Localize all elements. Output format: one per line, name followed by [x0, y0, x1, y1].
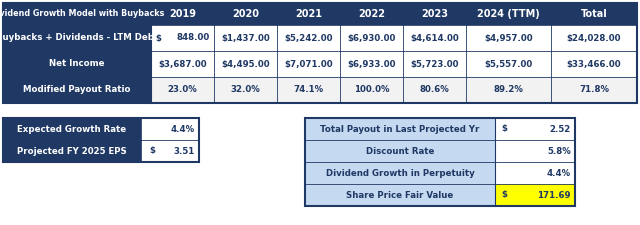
- Bar: [141, 118, 199, 140]
- Text: $7,071.00: $7,071.00: [284, 59, 333, 68]
- Bar: [151, 3, 214, 25]
- Bar: [305, 140, 495, 162]
- Bar: [151, 77, 214, 103]
- Bar: [403, 25, 466, 51]
- Text: 2020: 2020: [232, 9, 259, 19]
- Bar: [214, 25, 277, 51]
- Bar: [3, 118, 199, 162]
- Bar: [305, 118, 575, 206]
- Text: 32.0%: 32.0%: [230, 86, 260, 94]
- Bar: [340, 25, 403, 51]
- Text: $1,437.00: $1,437.00: [221, 34, 270, 43]
- Text: $4,614.00: $4,614.00: [410, 34, 459, 43]
- Text: 23.0%: 23.0%: [168, 86, 197, 94]
- Bar: [214, 77, 277, 103]
- Bar: [466, 3, 551, 25]
- Bar: [513, 140, 575, 162]
- Text: Modified Payout Ratio: Modified Payout Ratio: [23, 86, 131, 94]
- Text: $: $: [155, 34, 161, 43]
- Bar: [340, 3, 403, 25]
- Bar: [340, 51, 403, 77]
- Bar: [495, 118, 513, 140]
- Text: 171.69: 171.69: [538, 191, 571, 200]
- Text: Dividend Growth Model with Buybacks: Dividend Growth Model with Buybacks: [0, 9, 164, 18]
- Bar: [305, 118, 495, 140]
- Text: Dividend Growth in Perpetuity: Dividend Growth in Perpetuity: [326, 169, 474, 178]
- Text: 4.4%: 4.4%: [171, 124, 195, 133]
- Bar: [466, 77, 551, 103]
- Bar: [551, 25, 637, 51]
- Bar: [495, 184, 513, 206]
- Bar: [305, 184, 495, 206]
- Text: 4.4%: 4.4%: [547, 169, 571, 178]
- Text: $: $: [501, 124, 507, 133]
- Text: $: $: [501, 191, 507, 200]
- Text: $6,930.00: $6,930.00: [348, 34, 396, 43]
- Text: Total: Total: [580, 9, 607, 19]
- Bar: [466, 51, 551, 77]
- Bar: [214, 51, 277, 77]
- Bar: [513, 118, 575, 140]
- Text: 2023: 2023: [421, 9, 448, 19]
- Text: 89.2%: 89.2%: [493, 86, 524, 94]
- Bar: [551, 51, 637, 77]
- Bar: [551, 3, 637, 25]
- Text: $6,933.00: $6,933.00: [348, 59, 396, 68]
- Bar: [277, 3, 340, 25]
- Bar: [495, 162, 513, 184]
- Bar: [403, 51, 466, 77]
- Text: 2022: 2022: [358, 9, 385, 19]
- Text: 2024 (TTM): 2024 (TTM): [477, 9, 540, 19]
- Bar: [340, 77, 403, 103]
- Bar: [3, 25, 151, 51]
- Text: Share Price Fair Value: Share Price Fair Value: [346, 191, 454, 200]
- Text: Net Income: Net Income: [49, 59, 105, 68]
- Bar: [466, 25, 551, 51]
- Bar: [551, 77, 637, 103]
- Bar: [513, 184, 575, 206]
- Bar: [403, 3, 466, 25]
- Bar: [3, 3, 151, 25]
- Bar: [3, 3, 637, 103]
- Bar: [214, 3, 277, 25]
- Text: $33,466.00: $33,466.00: [566, 59, 621, 68]
- Text: Projected FY 2025 EPS: Projected FY 2025 EPS: [17, 146, 127, 155]
- Text: 848.00: 848.00: [177, 34, 210, 43]
- Text: 2019: 2019: [169, 9, 196, 19]
- Bar: [151, 51, 214, 77]
- Text: 2021: 2021: [295, 9, 322, 19]
- Bar: [3, 51, 151, 77]
- Text: Discount Rate: Discount Rate: [366, 146, 434, 155]
- Text: 100.0%: 100.0%: [354, 86, 389, 94]
- Bar: [141, 140, 199, 162]
- Bar: [151, 25, 214, 51]
- Text: $4,495.00: $4,495.00: [221, 59, 270, 68]
- Text: Buybacks + Dividends - LTM Debt: Buybacks + Dividends - LTM Debt: [0, 34, 158, 43]
- Text: $5,723.00: $5,723.00: [410, 59, 459, 68]
- Text: $5,242.00: $5,242.00: [284, 34, 333, 43]
- Bar: [3, 77, 151, 103]
- Text: Expected Growth Rate: Expected Growth Rate: [17, 124, 127, 133]
- Bar: [277, 51, 340, 77]
- Bar: [3, 118, 141, 140]
- Text: 74.1%: 74.1%: [293, 86, 324, 94]
- Bar: [3, 140, 141, 162]
- Text: 2.52: 2.52: [550, 124, 571, 133]
- Text: 71.8%: 71.8%: [579, 86, 609, 94]
- Text: $5,557.00: $5,557.00: [484, 59, 532, 68]
- Bar: [305, 162, 495, 184]
- Bar: [495, 140, 513, 162]
- Text: $24,028.00: $24,028.00: [567, 34, 621, 43]
- Text: Total Payout in Last Projected Yr: Total Payout in Last Projected Yr: [320, 124, 480, 133]
- Text: 80.6%: 80.6%: [420, 86, 449, 94]
- Text: 5.8%: 5.8%: [547, 146, 571, 155]
- Text: 3.51: 3.51: [173, 146, 195, 155]
- Bar: [277, 77, 340, 103]
- Bar: [277, 25, 340, 51]
- Text: $4,957.00: $4,957.00: [484, 34, 533, 43]
- Bar: [403, 77, 466, 103]
- Text: $3,687.00: $3,687.00: [158, 59, 207, 68]
- Text: $: $: [149, 146, 155, 155]
- Bar: [513, 162, 575, 184]
